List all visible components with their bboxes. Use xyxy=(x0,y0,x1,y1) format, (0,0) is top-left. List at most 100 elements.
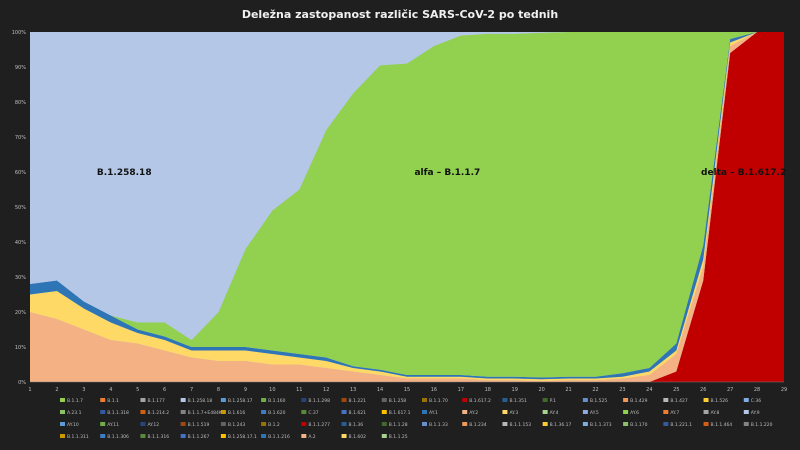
legend-label: B.1.1.216 xyxy=(268,434,290,440)
legend-swatch xyxy=(261,398,267,402)
x-tick-label: 21 xyxy=(565,387,571,393)
x-tick-label: 25 xyxy=(673,387,679,393)
x-tick-label: 19 xyxy=(512,387,518,393)
y-tick-label: 90% xyxy=(15,65,26,71)
area-series-0 xyxy=(30,32,784,382)
annotation-label: alfa – B.1.1.7 xyxy=(414,168,480,178)
x-tick-label: 6 xyxy=(163,387,166,393)
legend-swatch xyxy=(60,422,65,426)
legend-swatch xyxy=(60,410,65,414)
legend-label: B.1.1.28 xyxy=(389,422,408,428)
legend-label: B.1.1.153 xyxy=(509,422,531,428)
x-tick-label: 27 xyxy=(727,387,733,393)
legend-label: B.1.617.2 xyxy=(469,398,491,404)
legend-label: AY.1 xyxy=(429,410,438,416)
legend-swatch xyxy=(180,398,186,402)
y-tick-label: 100% xyxy=(12,30,27,36)
legend-label: B.1.427 xyxy=(670,398,688,404)
legend-swatch xyxy=(341,422,347,426)
area-series-4 xyxy=(30,32,784,378)
legend-label: B.1.1.267 xyxy=(188,434,210,440)
x-tick-label: 9 xyxy=(244,387,247,393)
x-tick-label: 7 xyxy=(190,387,193,393)
legend-label: B.1.234 xyxy=(469,422,487,428)
legend-swatch xyxy=(582,422,588,426)
legend-swatch xyxy=(261,410,267,414)
legend-swatch xyxy=(220,434,226,438)
x-tick-label: 13 xyxy=(350,387,356,393)
legend-label: B.1.170 xyxy=(630,422,648,428)
y-tick-label: 80% xyxy=(15,100,26,106)
legend-swatch xyxy=(623,410,629,414)
legend-swatch xyxy=(341,434,347,438)
legend-label: B.1.36 xyxy=(349,422,364,428)
legend-swatch xyxy=(582,398,588,402)
legend-swatch xyxy=(301,422,307,426)
y-tick-label: 40% xyxy=(15,240,26,246)
area-series-1 xyxy=(30,32,784,382)
y-tick-label: 10% xyxy=(15,345,26,351)
legend-swatch xyxy=(582,410,588,414)
legend-swatch xyxy=(100,398,106,402)
legend-label: B.1.525 xyxy=(590,398,608,404)
x-tick-label: 26 xyxy=(700,387,706,393)
legend-label: B.1.1.298 xyxy=(308,398,330,404)
legend-label: B.1.1.220 xyxy=(751,422,773,428)
legend-label: B.1.2 xyxy=(268,422,280,428)
x-tick-label: 8 xyxy=(217,387,220,393)
legend-swatch xyxy=(140,434,146,438)
x-tick-label: 17 xyxy=(458,387,464,393)
x-tick-label: 10 xyxy=(269,387,275,393)
x-tick-label: 3 xyxy=(82,387,85,393)
legend-label: B.1.177 xyxy=(147,398,165,404)
legend-swatch xyxy=(663,398,669,402)
legend-label: AY.4 xyxy=(550,410,559,416)
x-tick-label: 18 xyxy=(485,387,491,393)
legend-swatch xyxy=(100,434,106,438)
legend-swatch xyxy=(140,422,146,426)
legend-label: B.1.617.1 xyxy=(389,410,411,416)
legend-swatch xyxy=(663,410,669,414)
y-tick-label: 0% xyxy=(18,380,26,386)
legend-swatch xyxy=(381,410,387,414)
legend-swatch xyxy=(220,410,226,414)
x-tick-label: 4 xyxy=(109,387,112,393)
legend-label: B.1.221 xyxy=(349,398,367,404)
legend-swatch xyxy=(462,410,468,414)
x-tick-label: 24 xyxy=(646,387,652,393)
legend-swatch xyxy=(60,434,65,438)
legend-label: B.1.1.464 xyxy=(711,422,733,428)
legend-swatch xyxy=(422,422,427,426)
legend-label: AY.2 xyxy=(469,410,478,416)
legend-label: B.1.258.18 xyxy=(188,398,213,404)
x-tick-label: 11 xyxy=(296,387,302,393)
y-tick-label: 60% xyxy=(15,170,26,176)
legend-swatch xyxy=(623,422,629,426)
legend-swatch xyxy=(502,410,508,414)
legend-swatch xyxy=(623,398,629,402)
y-tick-label: 70% xyxy=(15,135,26,141)
legend-label: B.1.258.17.1 xyxy=(228,434,257,440)
x-tick-label: 20 xyxy=(538,387,544,393)
legend-swatch xyxy=(341,410,347,414)
x-tick-label: 16 xyxy=(431,387,437,393)
x-tick-label: 5 xyxy=(136,387,139,393)
legend-label: B.1.243 xyxy=(228,422,246,428)
legend-swatch xyxy=(422,410,427,414)
legend-swatch xyxy=(542,410,548,414)
legend-swatch xyxy=(100,410,106,414)
legend-label: B.1.1.318 xyxy=(107,410,129,416)
legend-swatch xyxy=(341,398,347,402)
legend-swatch xyxy=(180,434,186,438)
legend-label: B.1.160 xyxy=(268,398,286,404)
legend-swatch xyxy=(220,398,226,402)
legend-label: AY.7 xyxy=(670,410,679,416)
legend-swatch xyxy=(542,422,548,426)
legend-label: AY.12 xyxy=(147,422,159,428)
x-tick-label: 12 xyxy=(323,387,329,393)
chart-title: Deležna zastopanost različic SARS-CoV-2 … xyxy=(241,8,559,21)
legend-swatch xyxy=(381,422,387,426)
legend-swatch xyxy=(301,410,307,414)
